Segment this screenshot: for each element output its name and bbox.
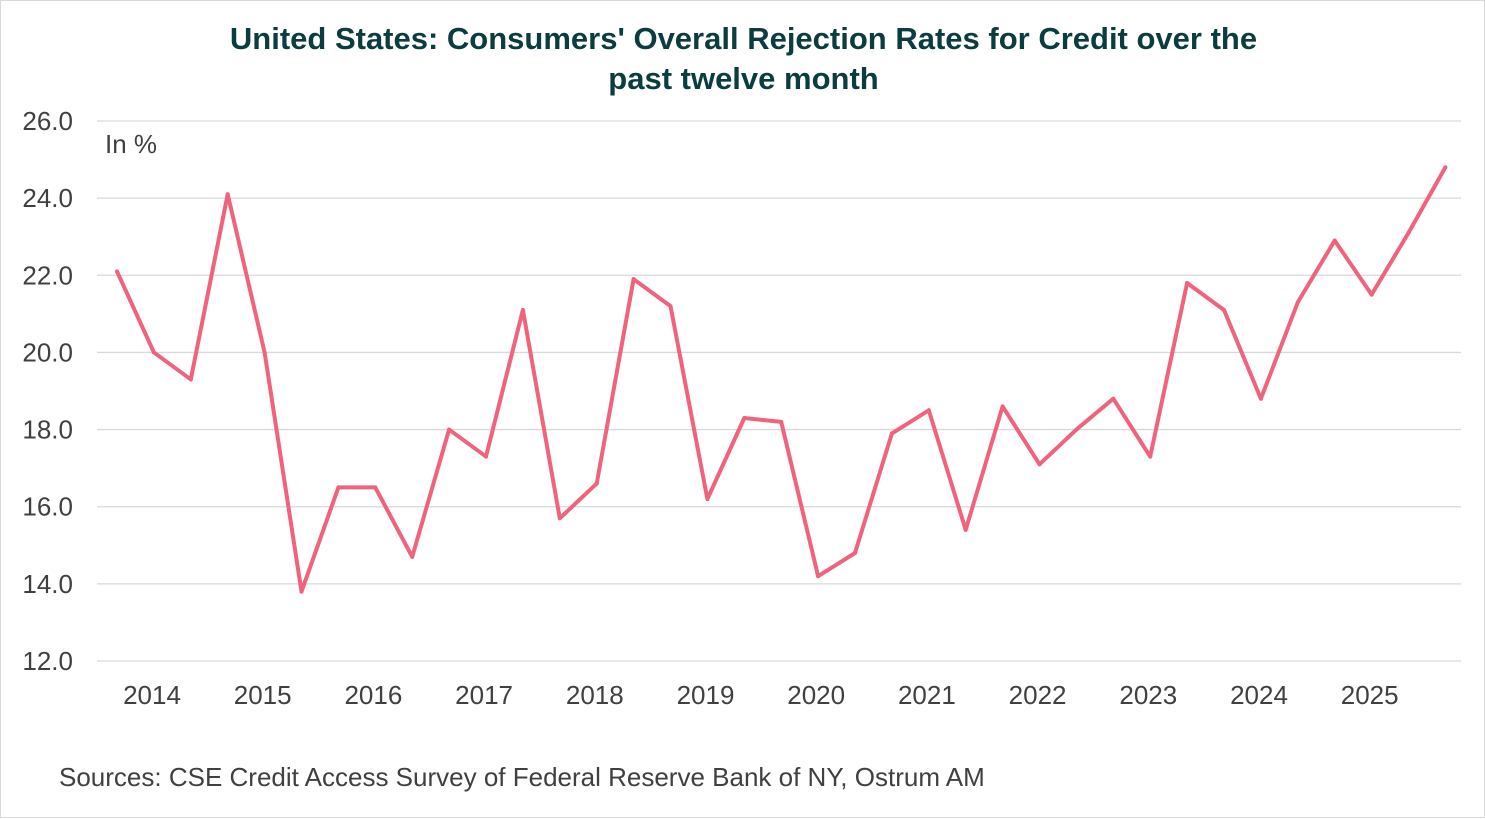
data-point [779,419,784,424]
data-point [594,481,599,486]
data-point [557,516,562,521]
x-tick-label: 2025 [1341,680,1399,710]
data-point [1406,230,1411,235]
data-point [151,350,156,355]
y-tick-label: 18.0 [22,415,73,445]
x-tick-label: 2023 [1119,680,1177,710]
data-point [705,497,710,501]
x-tick-label: 2014 [123,680,181,710]
data-point [1000,404,1005,409]
y-tick-label: 16.0 [22,492,73,522]
data-point [1185,281,1190,285]
y-tick-label: 22.0 [22,260,73,290]
data-point [115,269,119,274]
y-tick-label: 20.0 [22,337,73,367]
data-point [410,554,415,559]
data-point [188,377,193,382]
x-tick-label: 2016 [344,680,402,710]
unit-label: In % [105,129,158,159]
data-point [1443,165,1448,170]
data-point [373,485,378,490]
data-point [926,408,931,413]
x-tick-label: 2020 [787,680,845,710]
data-point [336,485,341,490]
chart-title-line-1: United States: Consumers' Overall Reject… [229,21,1258,56]
y-tick-label: 12.0 [22,646,73,676]
x-tick-label: 2019 [677,680,735,710]
y-tick-label: 14.0 [22,569,73,599]
y-tick-label: 24.0 [22,183,73,213]
x-tick-label: 2017 [455,680,513,710]
data-point [963,527,968,532]
source-note: Sources: CSE Credit Access Survey of Fed… [59,762,985,792]
data-point [1369,292,1374,297]
data-point [816,574,821,579]
x-tick-label: 2015 [234,680,292,710]
data-point [520,308,525,312]
data-point [668,304,673,309]
data-point [889,431,894,436]
data-point [1037,462,1042,467]
data-point [1222,308,1226,312]
data-point [1074,427,1079,432]
data-point [631,277,636,282]
y-tick-label: 26.0 [22,106,73,136]
data-point [1111,396,1116,401]
x-tick-label: 2024 [1230,680,1288,710]
data-point [262,350,267,355]
data-point [742,416,747,420]
series-line [115,166,1448,594]
chart-title: United States: Consumers' Overall Reject… [1,19,1485,99]
data-point [853,551,857,555]
data-point [1258,396,1263,401]
data-point [1148,454,1153,459]
data-point [484,454,488,459]
data-point [447,427,452,432]
chart-title-line-2: past twelve month [608,61,879,96]
data-point [1295,300,1300,305]
data-point [225,192,230,197]
data-point [1332,238,1337,243]
data-point [299,589,304,594]
x-tick-label: 2018 [566,680,624,710]
x-tick-label: 2022 [1009,680,1067,710]
x-tick-label: 2021 [898,680,956,710]
